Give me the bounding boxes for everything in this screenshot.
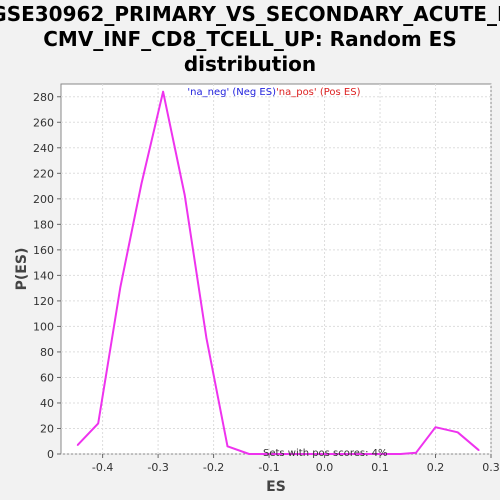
x-tick-label: -0.4 — [92, 461, 113, 474]
x-axis-label: ES — [266, 479, 286, 495]
data-point — [291, 453, 294, 455]
legend-neg-label: 'na_neg' (Neg ES) — [187, 87, 276, 98]
y-tick-label: 280 — [33, 91, 54, 104]
data-point — [356, 453, 359, 455]
plot-area — [60, 83, 492, 455]
x-tick-label: -0.3 — [147, 461, 168, 474]
y-tick-label: 200 — [33, 193, 54, 206]
y-tick-label: 20 — [40, 422, 54, 435]
data-point — [456, 431, 459, 434]
chart-title-line-3: distribution — [183, 52, 317, 76]
y-tick-label: 220 — [33, 167, 54, 180]
y-axis: 0 20 40 60 80 100 120 140 160 180 200 220 240 260 280 — [33, 91, 61, 461]
data-point — [119, 286, 122, 288]
chart-title-line-1: GSE30962_PRIMARY_VS_SECONDARY_ACUTE_L — [0, 2, 500, 26]
x-tick-label: 0.2 — [427, 461, 445, 474]
y-tick-label: 40 — [40, 397, 54, 410]
data-point — [313, 453, 315, 455]
data-point — [378, 453, 380, 455]
legend-pos-label: 'na_pos' (Pos ES) — [276, 87, 361, 98]
data-point — [162, 90, 164, 93]
data-point — [205, 337, 208, 339]
data-point — [399, 453, 402, 455]
data-point — [269, 453, 272, 455]
data-point — [415, 451, 417, 454]
y-tick-label: 180 — [33, 218, 54, 231]
x-tick-label: 0.0 — [316, 461, 334, 474]
y-tick-label: 160 — [33, 244, 54, 257]
y-tick-label: 120 — [33, 295, 54, 308]
series-group — [76, 90, 480, 455]
data-point — [140, 182, 143, 185]
y-axis-label: P(ES) — [14, 248, 30, 291]
y-tick-label: 100 — [33, 320, 54, 333]
data-point — [248, 453, 250, 455]
x-tick-label: 0.1 — [371, 461, 389, 474]
y-tick-label: 0 — [47, 448, 54, 461]
x-tick-label: -0.2 — [203, 461, 224, 474]
y-tick-label: 260 — [33, 116, 54, 129]
data-point — [76, 444, 79, 446]
y-tick-label: 80 — [40, 346, 54, 359]
data-point — [183, 194, 186, 196]
x-axis: -0.4 -0.3 -0.2 -0.1 0.0 0.1 0.2 0.3 — [92, 454, 500, 474]
y-tick-label: 140 — [33, 269, 54, 282]
x-tick-label: -0.1 — [258, 461, 279, 474]
data-point — [97, 422, 99, 425]
y-tick-label: 240 — [33, 142, 54, 155]
annotation-pos-scores: Sets with pos scores: 4% — [263, 448, 388, 459]
data-point — [334, 453, 337, 455]
series-line — [76, 90, 480, 455]
chart-title-line-2: CMV_INF_CD8_TCELL_UP: Random ES — [43, 27, 457, 51]
data-point — [434, 426, 437, 429]
data-point — [477, 449, 480, 451]
y-tick-label: 60 — [40, 371, 54, 384]
data-point — [226, 445, 229, 448]
x-tick-label: 0.3 — [482, 461, 500, 474]
